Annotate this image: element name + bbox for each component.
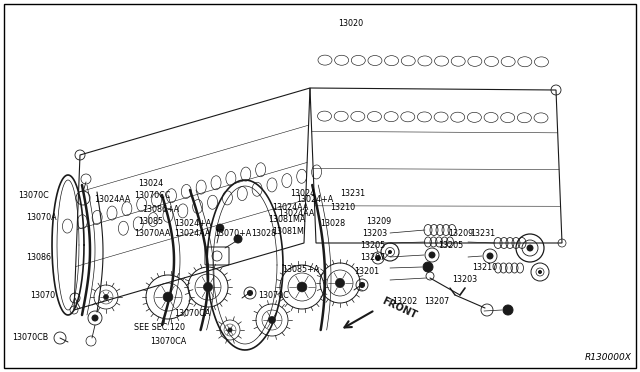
Circle shape: [360, 282, 365, 288]
Text: FRONT: FRONT: [380, 296, 418, 320]
Text: 13070CC: 13070CC: [134, 192, 170, 201]
Text: 13210: 13210: [472, 263, 497, 273]
Text: 13209: 13209: [448, 230, 473, 238]
Circle shape: [228, 328, 232, 332]
Text: 13070CB: 13070CB: [12, 333, 48, 341]
Text: 13070CA: 13070CA: [150, 337, 186, 346]
Circle shape: [216, 224, 224, 232]
Text: 13024: 13024: [290, 189, 315, 199]
Text: 13024+A: 13024+A: [296, 196, 333, 205]
Text: 13024+A: 13024+A: [174, 218, 211, 228]
Text: 13205: 13205: [360, 241, 385, 250]
Text: 13231: 13231: [340, 189, 365, 199]
Circle shape: [269, 317, 275, 324]
Circle shape: [204, 282, 212, 292]
Text: 13070A: 13070A: [26, 214, 56, 222]
Text: 13024AA: 13024AA: [272, 203, 308, 212]
Text: 13020: 13020: [338, 19, 363, 29]
Text: 13070C: 13070C: [258, 291, 289, 299]
Text: 13202: 13202: [392, 298, 417, 307]
Circle shape: [388, 250, 392, 253]
Text: 13081M: 13081M: [272, 228, 304, 237]
Text: SEE SEC.120: SEE SEC.120: [134, 324, 185, 333]
Text: 13024AA: 13024AA: [94, 196, 131, 205]
Circle shape: [297, 282, 307, 292]
Circle shape: [104, 295, 108, 299]
Text: 13070C: 13070C: [18, 192, 49, 201]
Circle shape: [527, 245, 533, 251]
Text: 13024AA: 13024AA: [278, 208, 314, 218]
Text: 13201: 13201: [354, 267, 379, 276]
Circle shape: [335, 279, 344, 288]
Text: 13086+A: 13086+A: [142, 205, 179, 215]
Text: 13203: 13203: [362, 230, 387, 238]
Text: 13028: 13028: [251, 228, 276, 237]
Text: 13231: 13231: [470, 230, 495, 238]
Circle shape: [429, 252, 435, 258]
Circle shape: [163, 292, 173, 302]
Text: 13086: 13086: [26, 253, 51, 263]
Text: 13070AA: 13070AA: [134, 230, 170, 238]
Circle shape: [92, 315, 98, 321]
Circle shape: [248, 291, 253, 295]
Text: 13070CA: 13070CA: [174, 310, 211, 318]
Text: 13024AA: 13024AA: [174, 228, 211, 237]
Text: 13209: 13209: [366, 218, 391, 227]
Circle shape: [503, 305, 513, 315]
Text: 13207: 13207: [360, 253, 385, 263]
Circle shape: [234, 235, 242, 243]
Text: 13085+A: 13085+A: [282, 266, 319, 275]
Text: 13203: 13203: [452, 276, 477, 285]
Circle shape: [487, 253, 493, 259]
Text: R130000X: R130000X: [585, 353, 632, 362]
Circle shape: [423, 262, 433, 272]
Text: 13210: 13210: [330, 203, 355, 212]
Text: 13205: 13205: [438, 241, 463, 250]
Text: 13024: 13024: [138, 179, 163, 187]
Text: 13085: 13085: [138, 218, 163, 227]
Text: 13081MA: 13081MA: [268, 215, 305, 224]
Text: 13028: 13028: [320, 218, 345, 228]
Circle shape: [376, 256, 381, 260]
Text: 13207: 13207: [424, 298, 449, 307]
Text: 13070+A: 13070+A: [214, 228, 252, 237]
Text: 13070: 13070: [30, 291, 55, 299]
Circle shape: [538, 270, 541, 273]
